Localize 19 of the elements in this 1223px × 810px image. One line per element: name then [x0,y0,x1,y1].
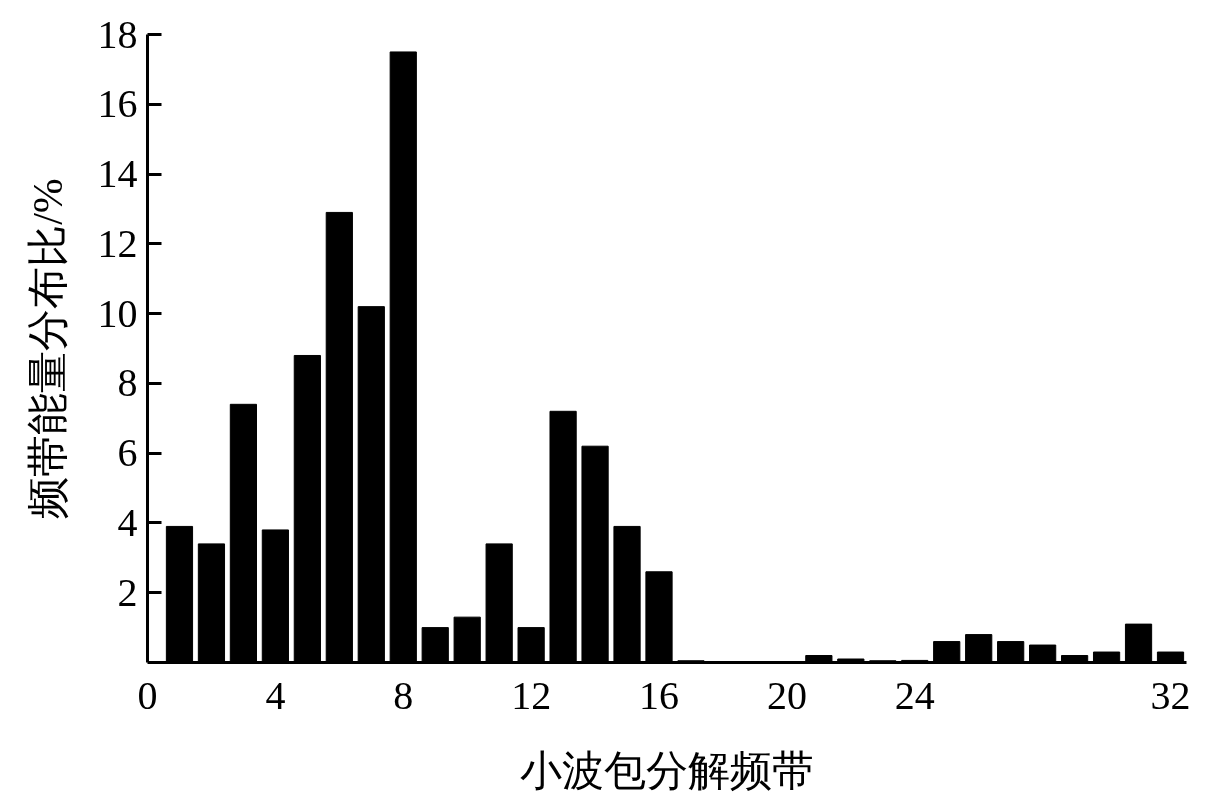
x-tick-label: 4 [265,672,286,718]
x-tick-label: 32 [1150,672,1191,718]
y-tick-label: 2 [117,569,138,615]
y-tick-label: 12 [97,220,138,266]
y-tick-label: 6 [117,430,138,476]
x-tick-label: 0 [137,672,158,718]
y-tick-label: 14 [97,151,138,197]
y-tick-label: 4 [117,499,138,545]
y-tick-label: 18 [97,11,138,57]
y-tick-label: 8 [117,360,138,406]
x-tick-label: 20 [766,672,807,718]
x-axis-title: 小波包分解频带 [520,747,814,794]
x-tick-label: 24 [894,672,935,718]
x-tick-label: 8 [393,672,414,718]
x-tick-label: 16 [639,672,680,718]
y-tick-label: 16 [97,81,138,127]
y-tick-label: 10 [97,290,138,336]
x-tick-label: 12 [511,672,552,718]
y-axis-title: 频带能量分布比/% [24,178,71,519]
